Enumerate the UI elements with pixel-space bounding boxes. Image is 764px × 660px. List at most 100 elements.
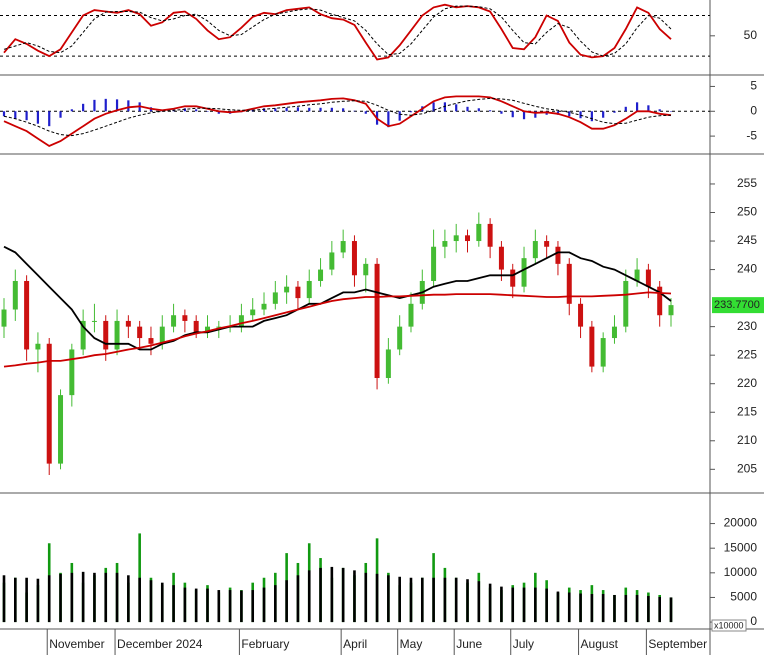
candle-body (329, 252, 335, 270)
histogram-bar (127, 100, 130, 112)
volume-bar (556, 591, 560, 623)
x-tick-label: April (343, 637, 367, 651)
histogram-bar (14, 111, 17, 119)
volume-bar (194, 588, 198, 623)
y-tick-label: 255 (737, 176, 757, 190)
histogram-bar (353, 110, 356, 112)
volume-bar (81, 571, 85, 623)
histogram-bar (274, 108, 277, 112)
candle-body (193, 320, 199, 333)
candle-body (578, 303, 584, 327)
y-tick-label: 250 (737, 205, 757, 219)
candle-body (363, 263, 369, 276)
x-tick-label: August (581, 637, 619, 651)
candle-body (611, 326, 617, 339)
indicator-line (3, 291, 672, 368)
candle-body (431, 246, 437, 281)
volume-bar (545, 588, 548, 623)
candle-body (555, 246, 561, 264)
candle-body (408, 303, 414, 327)
volume-bar (511, 587, 515, 623)
histogram-bar (206, 111, 209, 112)
histogram-bar (217, 111, 220, 114)
histogram-bar (308, 107, 311, 112)
y-tick-label: 215 (737, 404, 757, 418)
y-tick-label: 0 (750, 614, 757, 628)
volume-bar (285, 580, 288, 623)
y-tick-label: 15000 (724, 540, 758, 554)
volume-bar (172, 585, 175, 623)
x-tick-label: February (241, 637, 289, 651)
volume-bar (93, 572, 96, 623)
candle-body (171, 315, 177, 327)
histogram-bar (602, 111, 605, 118)
histogram-bar (658, 109, 661, 112)
volume-bar (127, 575, 130, 623)
histogram-bar (93, 99, 96, 112)
histogram-bar (296, 107, 300, 112)
x-tick-label: November (49, 637, 104, 651)
volume-bar (262, 587, 266, 623)
indicator-line (3, 245, 672, 351)
volume-bar (454, 577, 458, 623)
candle-body (35, 343, 41, 350)
volume-bar (240, 590, 243, 623)
candle-body (159, 326, 165, 344)
y-tick-label: -5 (746, 128, 757, 142)
histogram-bar (82, 103, 85, 112)
histogram-bar (48, 111, 51, 127)
unit-box (711, 619, 747, 632)
volume-bar (228, 590, 232, 623)
volume-bar (251, 590, 255, 623)
histogram-bar (534, 111, 537, 118)
candle-body (204, 326, 210, 333)
candle-body (532, 241, 538, 259)
candle-body (634, 269, 640, 281)
candle-body (657, 286, 663, 316)
histogram-bar (342, 108, 345, 112)
volume-bar (183, 587, 187, 623)
candle-body (442, 241, 448, 247)
histogram-bar (36, 111, 40, 124)
volume-bar (647, 595, 650, 623)
volume-bar (579, 593, 582, 623)
histogram-bar (70, 109, 73, 112)
candle-body (397, 326, 403, 350)
candle-body (521, 258, 527, 287)
histogram-bar (25, 111, 28, 121)
candle-body (125, 320, 131, 327)
candle-body (261, 303, 267, 310)
histogram-bar (409, 111, 413, 113)
histogram-bar (477, 108, 480, 112)
candle-body (385, 349, 391, 379)
y-tick-label: 5000 (730, 590, 757, 604)
volume-bar (160, 582, 164, 623)
histogram-bar (319, 107, 322, 112)
y-tick-label: 225 (737, 347, 757, 361)
histogram-bar (285, 107, 288, 112)
candle-body (1, 309, 7, 327)
volume-bar (115, 572, 119, 623)
volume-bar (47, 575, 51, 623)
candle-body (103, 320, 109, 350)
histogram-bar (568, 111, 571, 117)
candle-body (566, 263, 572, 304)
candle-body (182, 315, 188, 321)
candle-body (250, 309, 256, 316)
volume-bar (590, 594, 594, 623)
volume-bar (601, 594, 605, 623)
volume-bar (488, 583, 492, 623)
candle-body (272, 292, 278, 304)
candle-body (46, 343, 52, 464)
last-price-box (712, 297, 764, 314)
candle-body (58, 395, 64, 464)
volume-bar (36, 578, 40, 623)
histogram-bar (59, 111, 62, 118)
candle-body (137, 326, 143, 339)
y-tick-label: 20000 (724, 516, 758, 530)
candle-body (24, 280, 30, 350)
candle-body (80, 320, 86, 350)
candle-body (91, 320, 97, 322)
histogram-bar (511, 111, 514, 118)
